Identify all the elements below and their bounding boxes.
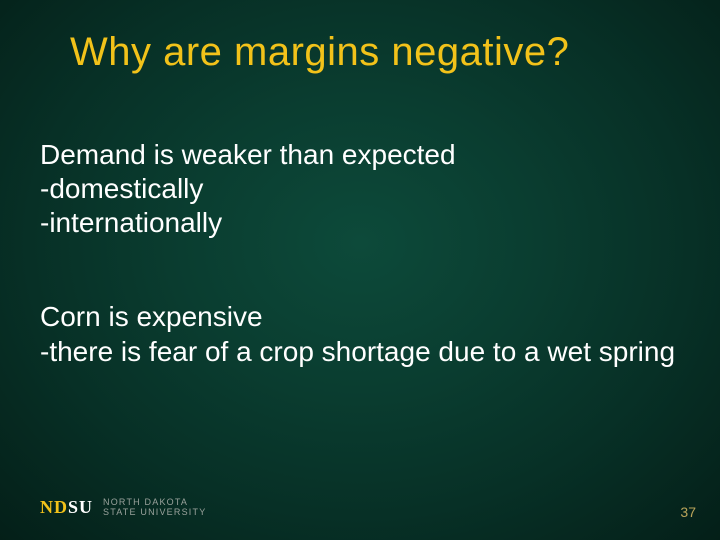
body-line: -domestically (40, 172, 680, 206)
university-line2: STATE UNIVERSITY (103, 508, 206, 518)
university-name: NORTH DAKOTA STATE UNIVERSITY (103, 498, 206, 518)
footer-logo: NDSU NORTH DAKOTA STATE UNIVERSITY (40, 497, 206, 518)
body-line: Demand is weaker than expected (40, 138, 680, 172)
body-line: Corn is expensive (40, 300, 680, 334)
paragraph-1: Demand is weaker than expected -domestic… (40, 138, 680, 240)
body-line: -internationally (40, 206, 680, 240)
slide-title: Why are margins negative? (70, 30, 569, 75)
slide-body: Demand is weaker than expected -domestic… (40, 138, 680, 369)
body-line: -there is fear of a crop shortage due to… (40, 335, 680, 369)
logo-nd: ND (40, 497, 68, 517)
logo-su: SU (68, 497, 93, 517)
ndsu-logo-mark: NDSU (40, 497, 93, 518)
slide: Why are margins negative? Demand is weak… (0, 0, 720, 540)
page-number: 37 (680, 504, 696, 520)
paragraph-2: Corn is expensive -there is fear of a cr… (40, 300, 680, 368)
